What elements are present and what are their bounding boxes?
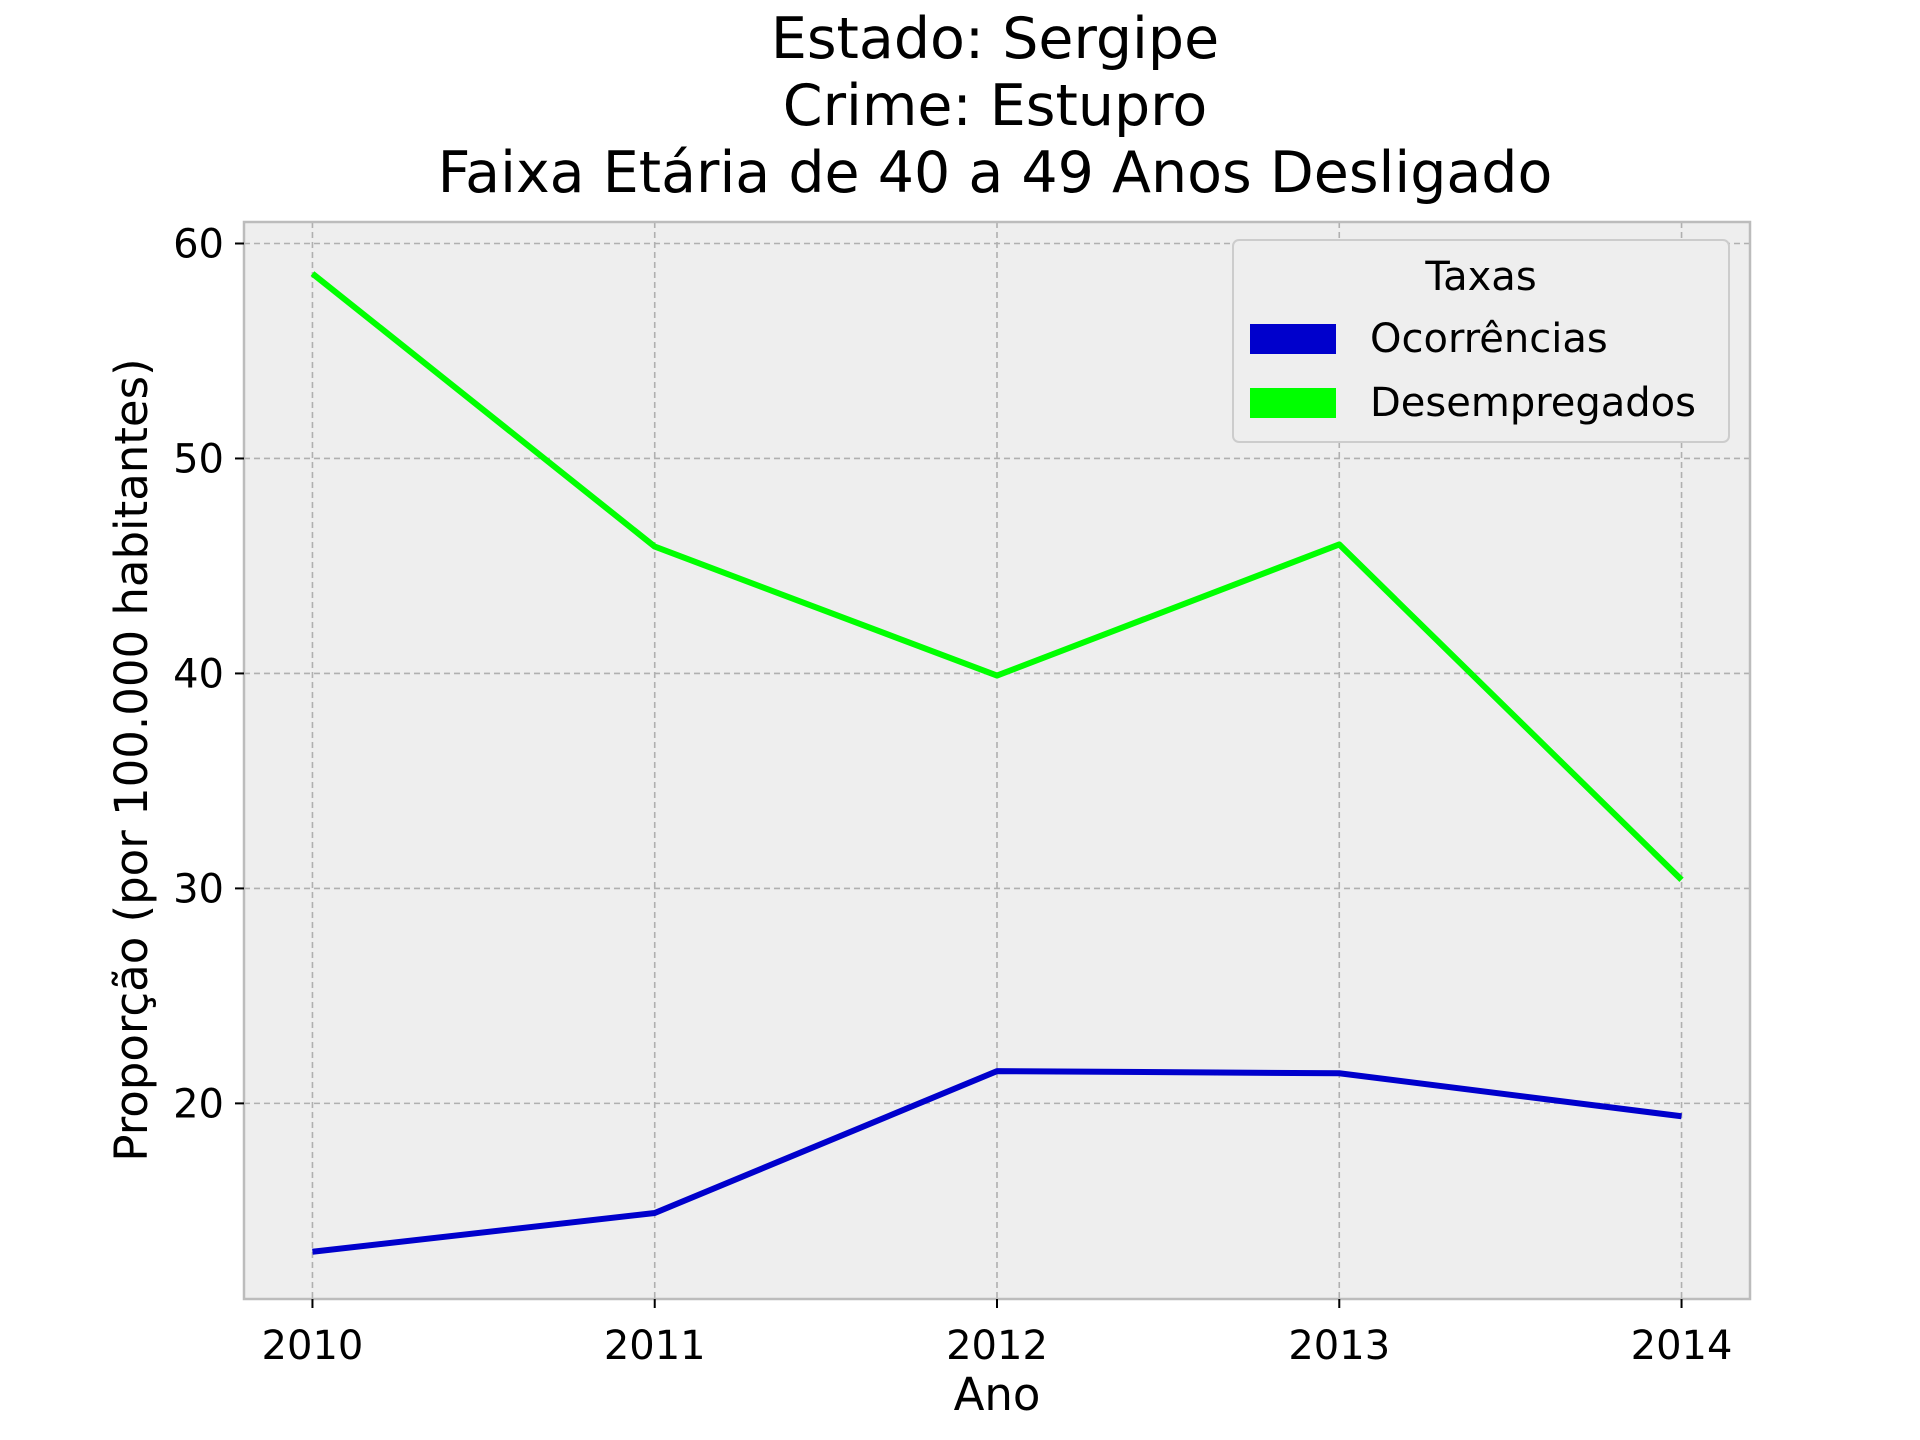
- x-tick-label: 2010: [262, 1323, 364, 1369]
- y-tick-label: 30: [173, 866, 224, 912]
- x-tick-labels: 2010 2011 2012 2013 2014: [262, 1323, 1733, 1369]
- title-line-2: Crime: Estupro: [783, 73, 1207, 139]
- x-tick-label: 2014: [1631, 1323, 1733, 1369]
- series-lines: [310, 271, 1684, 1255]
- x-tick-label: 2013: [1288, 1323, 1390, 1369]
- legend-swatch-ocorrencias: [1250, 324, 1336, 354]
- legend-label-ocorrencias: Ocorrências: [1370, 316, 1608, 362]
- legend-title: Taxas: [1424, 254, 1536, 300]
- legend-label-desempregados: Desempregados: [1370, 380, 1696, 426]
- y-tick-labels: 20 30 40 50 60: [173, 221, 224, 1127]
- axis-ticks: [235, 242, 1683, 1308]
- x-tick-label: 2012: [946, 1323, 1048, 1369]
- x-axis-label: Ano: [954, 1368, 1041, 1421]
- y-tick-label: 60: [173, 221, 224, 267]
- y-axis-label: Proporção (por 100.000 habitantes): [105, 358, 158, 1161]
- legend: Taxas Ocorrências Desempregados: [1232, 239, 1730, 443]
- legend-box: [1232, 239, 1730, 443]
- title-line-1: Estado: Sergipe: [771, 6, 1219, 72]
- y-tick-label: 40: [173, 651, 224, 697]
- legend-swatch-desempregados: [1250, 388, 1336, 418]
- title-line-3: Faixa Etária de 40 a 49 Anos Desligado: [438, 140, 1553, 206]
- y-tick-label: 20: [173, 1081, 224, 1127]
- x-tick-label: 2011: [604, 1323, 706, 1369]
- y-tick-label: 50: [173, 436, 224, 482]
- chart-title: Estado: Sergipe Crime: Estupro Faixa Etá…: [438, 6, 1553, 206]
